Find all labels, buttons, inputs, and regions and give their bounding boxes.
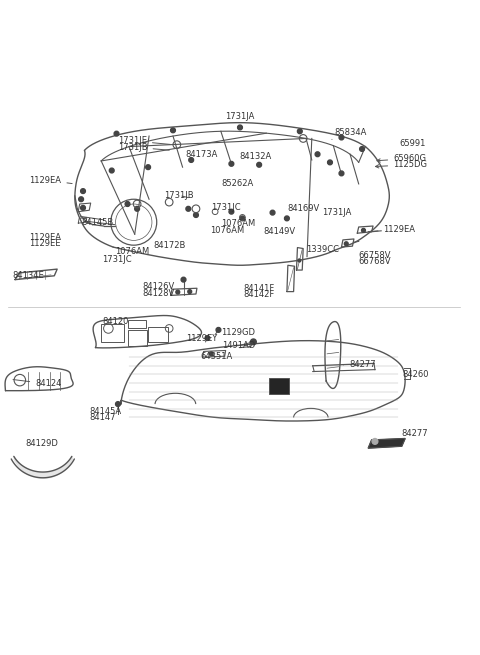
Circle shape <box>344 242 348 246</box>
Text: 1339CC: 1339CC <box>306 246 339 254</box>
Circle shape <box>205 335 210 341</box>
Text: 1076AM: 1076AM <box>115 248 149 256</box>
Polygon shape <box>368 439 405 448</box>
Text: 1731JC: 1731JC <box>211 203 241 212</box>
Text: 84128V: 84128V <box>142 289 174 297</box>
Circle shape <box>270 210 275 215</box>
Text: 84129D: 84129D <box>25 439 59 448</box>
Text: 84124: 84124 <box>13 379 61 388</box>
Circle shape <box>193 213 198 217</box>
Circle shape <box>125 202 130 206</box>
Text: 1491AD: 1491AD <box>222 341 255 350</box>
Circle shape <box>372 439 378 444</box>
Bar <box>101 324 124 342</box>
Text: 84142F: 84142F <box>244 290 275 299</box>
Text: 65960G: 65960G <box>377 154 426 163</box>
Bar <box>148 327 168 342</box>
Bar <box>128 320 146 328</box>
Text: 1129EY: 1129EY <box>186 335 217 343</box>
Text: 1731JB: 1731JB <box>164 191 194 200</box>
Text: 84147: 84147 <box>89 413 116 422</box>
Text: 85834A: 85834A <box>332 128 367 140</box>
Circle shape <box>170 128 175 133</box>
Text: 66758V: 66758V <box>359 252 391 260</box>
Text: 84260: 84260 <box>403 370 429 379</box>
Text: 84134E: 84134E <box>12 271 45 280</box>
Circle shape <box>298 259 301 262</box>
Text: 84145B: 84145B <box>81 217 113 227</box>
Circle shape <box>181 277 186 282</box>
Text: 84277: 84277 <box>402 429 428 438</box>
Circle shape <box>361 229 365 233</box>
Circle shape <box>188 290 192 293</box>
Text: 1731JA: 1731JA <box>225 113 255 128</box>
Text: 1076AM: 1076AM <box>210 227 245 235</box>
Circle shape <box>81 189 85 193</box>
Text: 84120: 84120 <box>102 317 129 326</box>
Text: 84126V: 84126V <box>142 282 174 291</box>
Circle shape <box>146 165 151 170</box>
Bar <box>269 378 289 394</box>
Text: 1731JA: 1731JA <box>323 208 352 217</box>
Text: 84169V: 84169V <box>287 204 319 214</box>
Text: 1731JE: 1731JE <box>118 136 170 145</box>
Text: 84277: 84277 <box>343 360 376 369</box>
Text: 84172B: 84172B <box>153 240 185 250</box>
Text: 84141F: 84141F <box>244 284 275 293</box>
Circle shape <box>79 197 84 202</box>
Text: 1129EA: 1129EA <box>368 225 416 234</box>
Text: 1129EE: 1129EE <box>29 239 61 248</box>
Bar <box>128 330 147 346</box>
Text: 64351A: 64351A <box>201 352 233 361</box>
Text: 1129GD: 1129GD <box>221 328 255 337</box>
Text: 1129EA: 1129EA <box>29 176 72 185</box>
Circle shape <box>216 328 221 332</box>
Text: 66768V: 66768V <box>359 257 391 266</box>
Circle shape <box>360 147 364 151</box>
Circle shape <box>176 290 180 294</box>
Text: 84132A: 84132A <box>239 152 271 160</box>
Circle shape <box>327 160 332 165</box>
Text: 1731JC: 1731JC <box>102 255 132 264</box>
Text: 85262A: 85262A <box>222 179 254 189</box>
Text: 1731JB: 1731JB <box>118 143 169 151</box>
Circle shape <box>135 206 140 211</box>
Circle shape <box>209 352 213 356</box>
Circle shape <box>285 216 289 221</box>
Circle shape <box>238 125 242 130</box>
Circle shape <box>251 339 256 345</box>
Text: 84145A: 84145A <box>89 407 121 416</box>
Text: 1125DG: 1125DG <box>375 160 427 169</box>
Circle shape <box>257 162 262 167</box>
Text: 65991: 65991 <box>399 139 425 148</box>
Circle shape <box>240 216 245 221</box>
Circle shape <box>339 135 344 140</box>
Circle shape <box>315 152 320 157</box>
Circle shape <box>189 158 193 162</box>
Circle shape <box>109 168 114 173</box>
Circle shape <box>229 161 234 166</box>
Circle shape <box>186 206 191 211</box>
Circle shape <box>298 129 302 134</box>
Text: 84173A: 84173A <box>185 150 217 159</box>
Circle shape <box>229 210 234 214</box>
Circle shape <box>81 206 85 210</box>
Text: 1129EA: 1129EA <box>29 233 61 242</box>
Circle shape <box>116 402 120 407</box>
Circle shape <box>114 131 119 136</box>
Text: 1076AM: 1076AM <box>221 219 255 228</box>
Text: 84149V: 84149V <box>263 227 295 236</box>
Circle shape <box>339 171 344 176</box>
